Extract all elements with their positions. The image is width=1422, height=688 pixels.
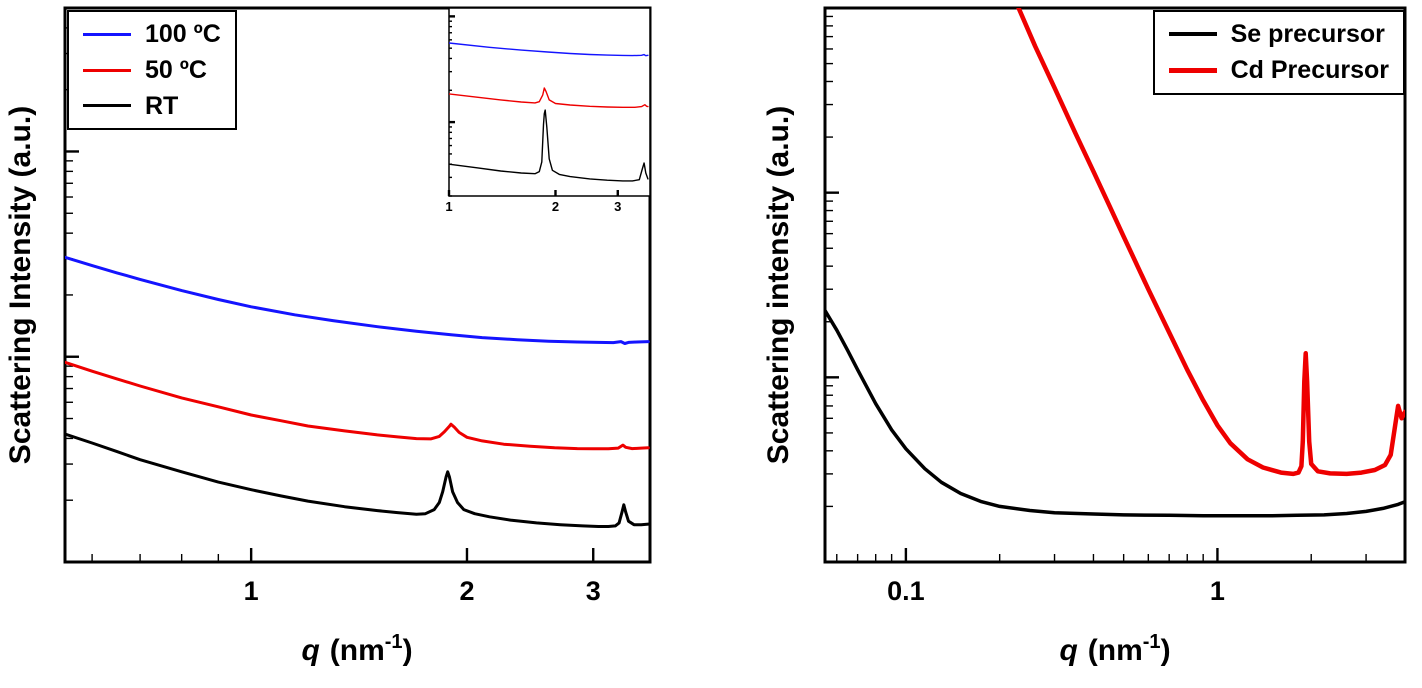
legend-line-cd — [1168, 67, 1217, 73]
legend-item: 50 ºC — [83, 56, 221, 85]
legend-item: 100 ºC — [83, 20, 221, 49]
svg-text:0.1: 0.1 — [887, 576, 925, 606]
right-x-axis-label: q (nm-1) — [1059, 631, 1170, 667]
inset-plot: 1 2 3 — [445, 7, 651, 214]
svg-text:2: 2 — [459, 576, 474, 606]
right-legend: Se precursor Cd Precursor — [1152, 10, 1405, 95]
svg-text:1: 1 — [244, 576, 259, 606]
left-x-axis-label: q (nm-1) — [301, 631, 412, 667]
legend-label-rt: RT — [145, 91, 179, 120]
legend-line-se — [1168, 32, 1217, 37]
legend-item: RT — [83, 92, 221, 121]
legend-line-100c — [83, 32, 131, 36]
legend-item: Se precursor — [1168, 20, 1389, 49]
left-legend: 100 ºC 50 ºC RT — [67, 10, 237, 131]
svg-text:1: 1 — [445, 199, 452, 214]
q-symbol: q — [301, 634, 319, 667]
q-symbol: q — [1059, 634, 1077, 667]
unit-open: (nm — [330, 634, 385, 667]
left-y-axis-label: Scattering Intensity (a.u.) — [4, 106, 37, 464]
legend-line-50c — [83, 68, 131, 72]
legend-label-100c: 100 ºC — [145, 20, 221, 48]
legend-line-rt — [83, 104, 131, 108]
unit-exponent: -1 — [1143, 631, 1161, 653]
legend-label-cd: Cd Precursor — [1230, 55, 1389, 84]
svg-text:3: 3 — [586, 576, 601, 606]
unit-close: ) — [1161, 634, 1171, 667]
unit-open: (nm — [1088, 634, 1143, 667]
svg-text:1: 1 — [1210, 576, 1225, 606]
unit-close: ) — [403, 634, 413, 667]
legend-item: Cd Precursor — [1168, 55, 1389, 85]
right-plot: 0.1 1 — [823, 6, 1407, 606]
svg-text:3: 3 — [614, 199, 621, 214]
legend-label-se: Se precursor — [1230, 20, 1385, 48]
right-y-axis-label: Scattering intensity (a.u.) — [762, 106, 795, 464]
unit-exponent: -1 — [385, 631, 403, 653]
svg-text:2: 2 — [552, 199, 559, 214]
legend-label-50c: 50 ºC — [145, 55, 207, 84]
